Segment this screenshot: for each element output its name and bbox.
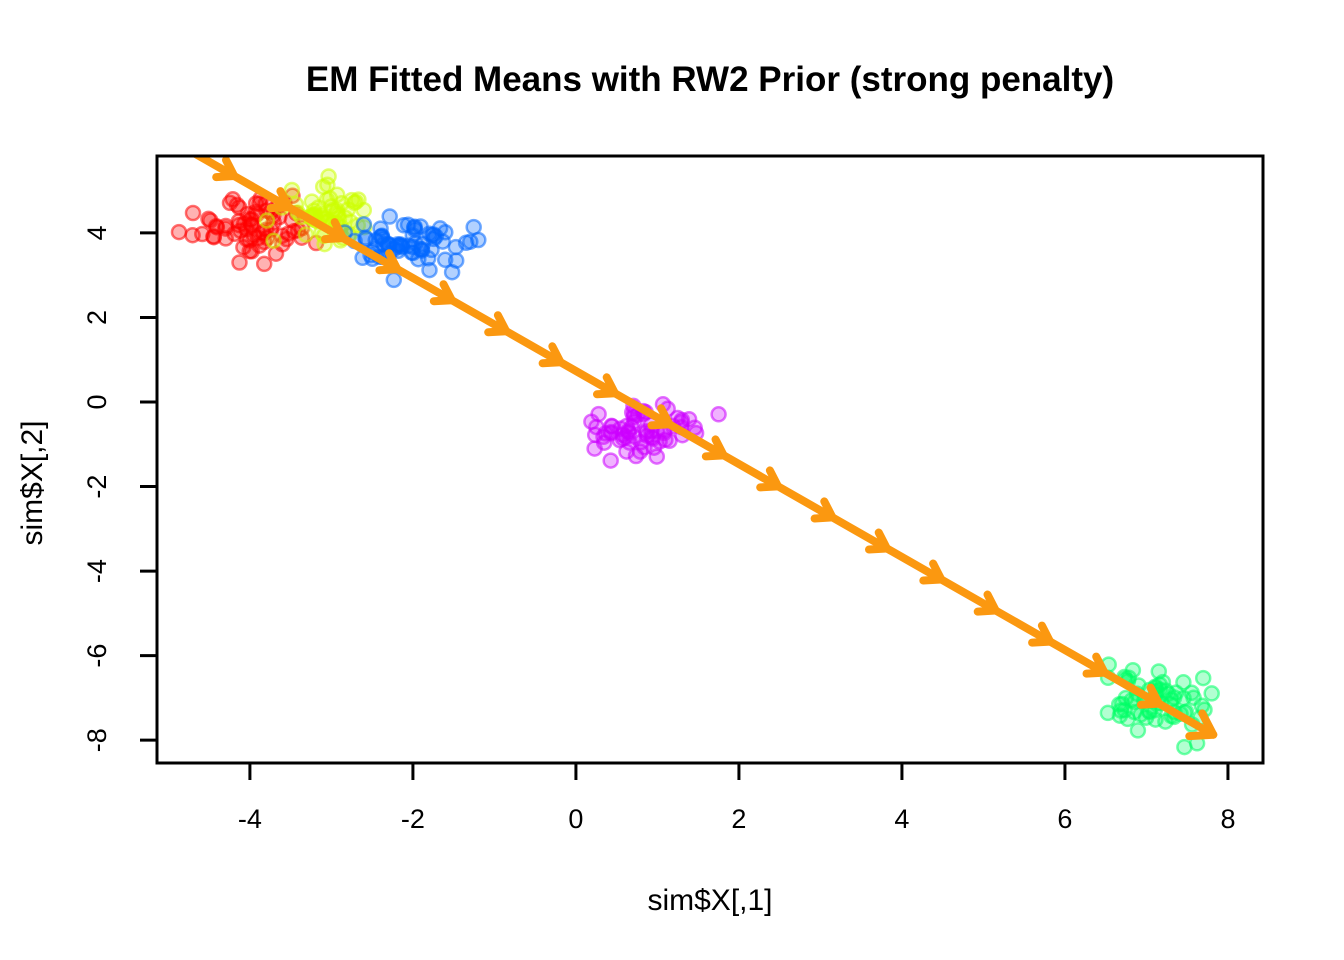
y-tick-label: 4	[82, 225, 112, 240]
data-point	[447, 238, 465, 256]
data-point	[355, 201, 373, 219]
data-point	[462, 233, 479, 250]
arrowhead-icon	[1082, 652, 1109, 678]
arrowhead-icon	[375, 249, 402, 275]
data-point	[1119, 710, 1136, 728]
arrowhead-icon	[593, 373, 619, 399]
mean-path-layer	[191, 156, 1218, 741]
data-point	[283, 181, 301, 199]
data-point	[1116, 701, 1133, 719]
arrowhead-icon	[973, 590, 1000, 616]
plot-box	[155, 154, 1265, 765]
data-point	[1160, 685, 1177, 702]
data-point	[357, 230, 375, 248]
data-point	[328, 186, 346, 204]
data-point	[590, 405, 607, 423]
y-axis: 4 2 0 -2 -4 -6 -8	[82, 225, 157, 752]
arrowhead-icon	[484, 311, 511, 337]
arrowhead-icon	[538, 342, 565, 368]
arrowhead-icon	[1136, 683, 1163, 709]
data-point	[336, 209, 354, 226]
data-point	[404, 238, 421, 256]
data-point	[170, 223, 188, 241]
arrowhead-icon	[212, 156, 239, 182]
arrowhead-icon	[647, 404, 674, 430]
chart-title: EM Fitted Means with RW2 Prior (strong p…	[305, 60, 1115, 99]
data-point	[1137, 709, 1155, 726]
data-point	[1183, 684, 1200, 702]
data-point	[184, 204, 202, 222]
data-point	[603, 417, 620, 435]
arrowhead-icon	[266, 187, 293, 213]
x-tick-label: 0	[568, 804, 583, 834]
data-point	[184, 226, 201, 244]
arrowhead-icon	[810, 497, 837, 523]
data-point	[465, 218, 482, 236]
data-point	[618, 417, 635, 435]
data-point	[421, 261, 438, 279]
y-tick-label: -8	[82, 728, 112, 752]
data-point	[267, 245, 285, 262]
data-point	[255, 255, 273, 273]
arrowhead-icon	[321, 218, 347, 244]
data-point	[265, 232, 282, 249]
data-point	[710, 406, 727, 423]
arrowhead-icon	[756, 466, 783, 492]
x-tick-label: 8	[1220, 804, 1235, 834]
x-tick-label: 6	[1057, 804, 1072, 834]
x-tick-label: -4	[238, 804, 262, 834]
data-point	[602, 452, 619, 469]
scatter-points-layer	[170, 168, 1220, 756]
data-point	[1129, 722, 1147, 739]
arrowhead-icon	[1185, 709, 1218, 741]
x-tick-label: -2	[401, 804, 425, 834]
data-point	[381, 208, 398, 225]
data-point	[1175, 674, 1192, 691]
data-point	[238, 220, 255, 238]
mean-path-line	[191, 156, 1218, 739]
data-point	[412, 218, 429, 235]
x-axis-label: sim$X[,1]	[647, 884, 773, 917]
arrowhead-icon	[1028, 621, 1055, 647]
data-point	[230, 199, 248, 216]
data-point	[1203, 685, 1220, 702]
data-point	[385, 271, 403, 289]
data-point	[231, 254, 248, 271]
x-tick-label: 2	[731, 804, 746, 834]
arrowhead-icon	[865, 528, 891, 554]
data-point	[645, 439, 663, 456]
data-point	[297, 226, 315, 243]
data-point	[395, 217, 413, 234]
y-tick-label: -6	[82, 644, 112, 668]
arrowhead-icon	[429, 280, 456, 306]
data-point	[243, 243, 260, 260]
data-point	[443, 263, 461, 281]
y-tick-label: 0	[82, 394, 112, 409]
data-point	[586, 426, 604, 444]
data-point	[217, 220, 234, 237]
y-tick-label: 2	[82, 310, 112, 325]
x-tick-label: 4	[894, 804, 909, 834]
data-point	[258, 212, 276, 229]
data-point	[355, 216, 373, 233]
y-tick-label: -2	[82, 475, 112, 499]
y-tick-label: -4	[82, 559, 112, 583]
x-axis: -4 -2 0 2 4 6 8	[238, 763, 1235, 834]
arrowhead-icon	[919, 559, 946, 585]
arrowhead-icon	[701, 435, 728, 461]
data-point	[1194, 669, 1212, 687]
